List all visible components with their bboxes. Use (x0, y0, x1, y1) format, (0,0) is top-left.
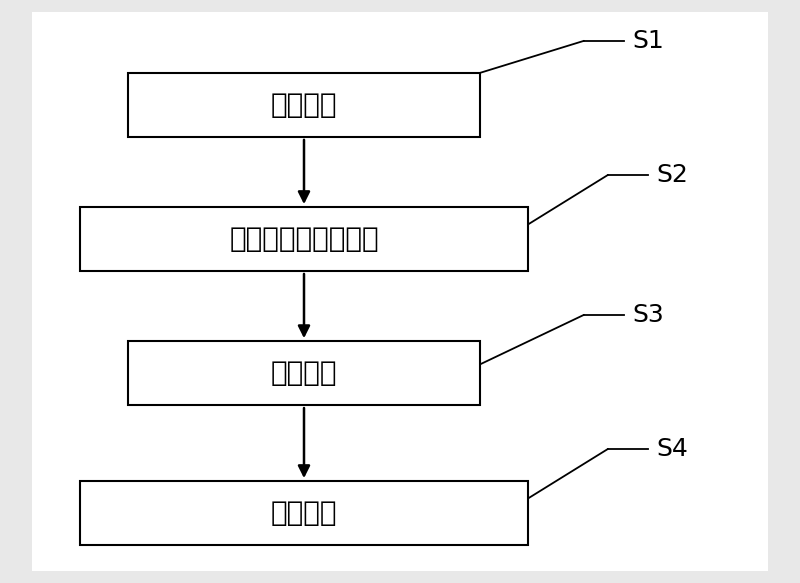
Text: S2: S2 (656, 163, 688, 187)
Text: 采集步骤: 采集步骤 (270, 91, 338, 119)
Bar (128, 341, 480, 405)
Text: S1: S1 (632, 29, 664, 53)
Text: S3: S3 (632, 303, 664, 327)
FancyBboxPatch shape (32, 12, 768, 571)
Text: 计算温度补偿值步骤: 计算温度补偿值步骤 (229, 225, 379, 253)
Text: 输出步骤: 输出步骤 (270, 499, 338, 527)
Text: 修正步骤: 修正步骤 (270, 359, 338, 387)
Text: S4: S4 (656, 437, 688, 461)
Bar (128, 73, 480, 137)
Bar (80, 207, 528, 271)
Bar (80, 481, 528, 545)
